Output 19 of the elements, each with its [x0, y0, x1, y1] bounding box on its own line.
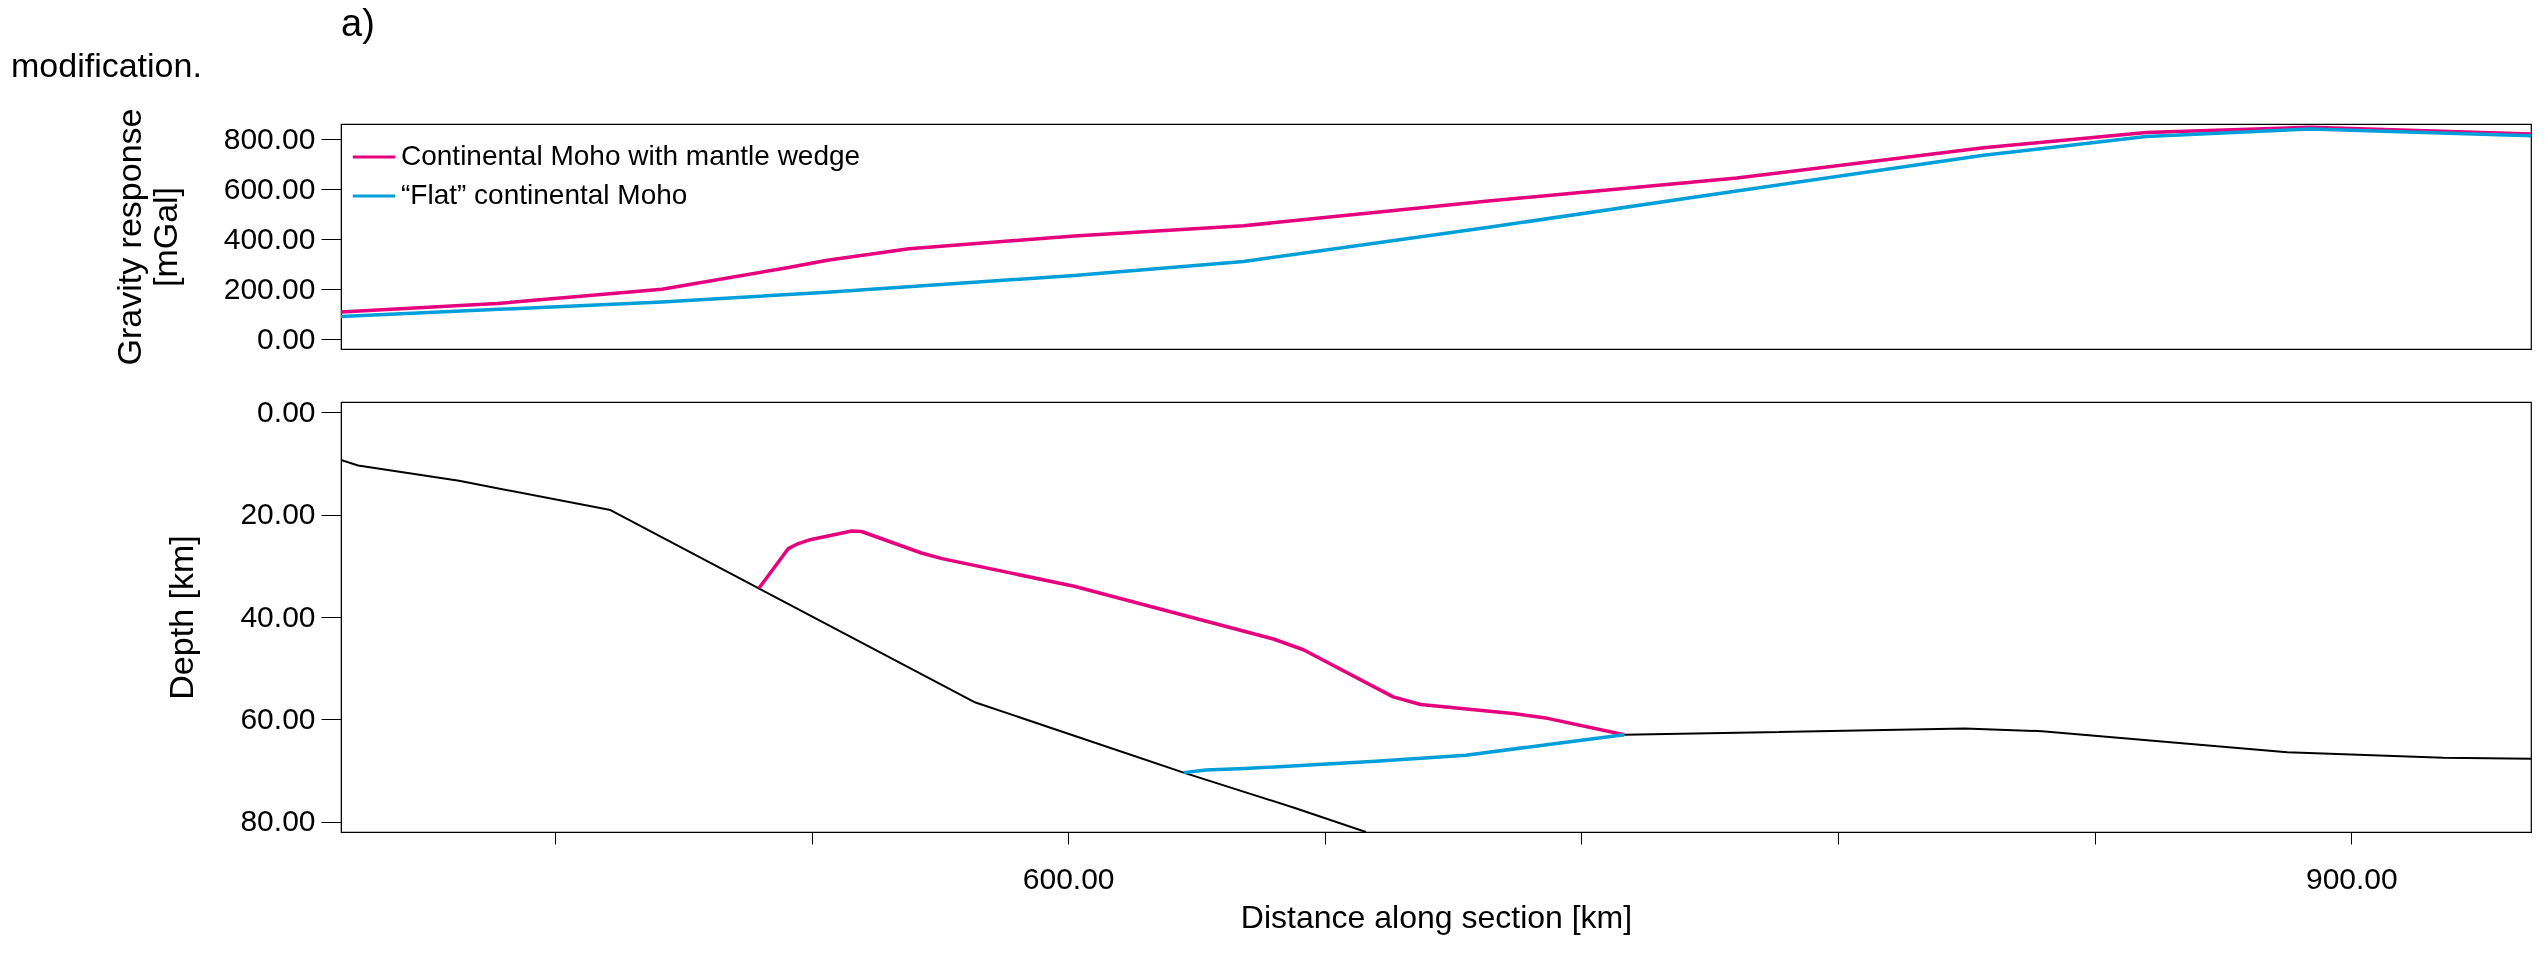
y-tick-label: 40.00: [240, 599, 316, 633]
legend-label: Continental Moho with mantle wedge: [401, 140, 861, 171]
y-tick-label: 200.00: [223, 271, 316, 305]
chart-title: a): [341, 2, 375, 44]
legend-label: “Flat” continental Moho: [401, 179, 688, 210]
y-tick-label: 400.00: [223, 221, 316, 255]
y-axis-title: Depth [km]: [162, 535, 201, 700]
y-tick-label: 600.00: [223, 171, 316, 205]
x-axis-title: Distance along section [km]: [1240, 898, 1633, 935]
y-tick-label: 800.00: [223, 121, 316, 155]
line-series: [1181, 732, 1626, 775]
y-tick-label: 20.00: [240, 497, 316, 531]
y-tick-label: 0.00: [257, 321, 316, 355]
y-tick-label: 60.00: [240, 701, 316, 735]
y-tick-label: 80.00: [240, 804, 316, 838]
y-tick-label: 0.00: [257, 394, 316, 428]
x-tick-label: 900.00: [2305, 861, 2398, 895]
text: modification.: [11, 46, 202, 84]
y-axis-title: Gravity response [mGal]: [109, 108, 184, 366]
